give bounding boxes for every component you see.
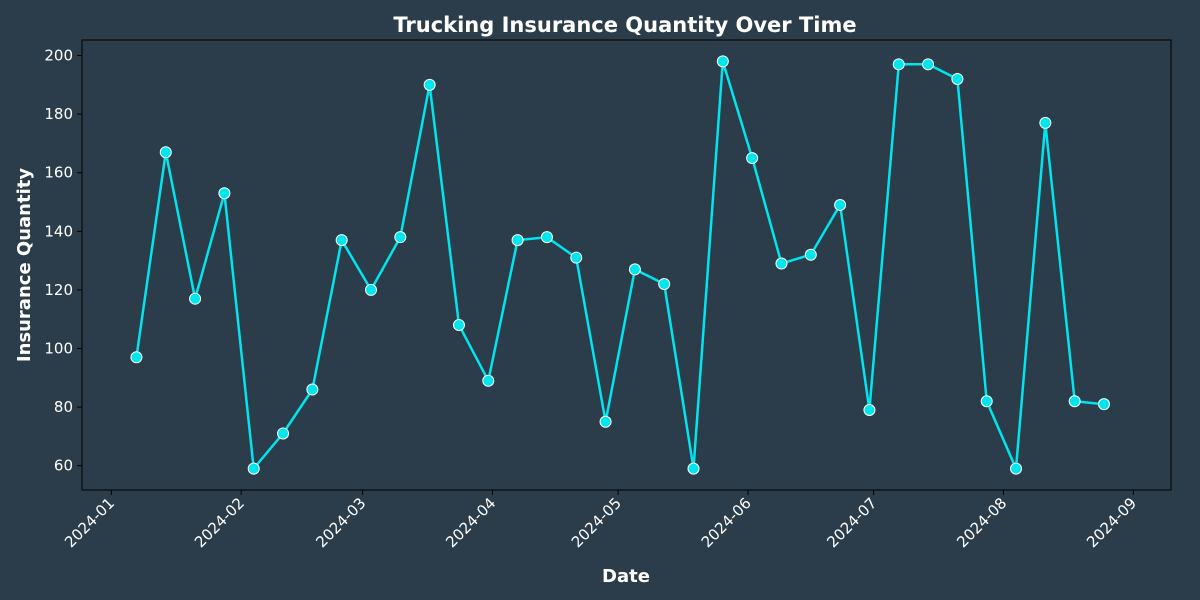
data-point — [511, 234, 524, 247]
data-point — [716, 55, 729, 68]
data-point — [980, 395, 993, 408]
data-point — [130, 351, 143, 364]
data-point — [277, 427, 290, 440]
y-tick-label: 160 — [44, 164, 73, 182]
series-group — [130, 55, 1110, 475]
data-point — [570, 251, 583, 264]
data-point — [306, 383, 319, 396]
plot-frame — [81, 39, 1172, 491]
y-tick-label: 60 — [54, 457, 73, 475]
data-point — [775, 257, 788, 270]
data-point — [159, 146, 172, 159]
data-point — [892, 58, 905, 71]
x-tick-label: 2024-09 — [1083, 494, 1140, 551]
y-axis-ticks: 60 80 100 120 140 160 180 200 — [44, 47, 82, 475]
x-axis-label: Date — [602, 566, 650, 587]
y-tick-label: 180 — [44, 105, 73, 123]
data-point — [658, 278, 671, 291]
data-point — [218, 187, 231, 200]
x-tick-label: 2024-06 — [698, 494, 755, 551]
data-point — [452, 319, 465, 332]
data-point — [1097, 398, 1110, 411]
data-point — [1010, 462, 1023, 475]
data-point — [863, 404, 876, 417]
data-point — [1039, 116, 1052, 129]
data-point — [482, 374, 495, 387]
y-tick-label: 140 — [44, 222, 73, 240]
series-line — [135, 60, 1105, 470]
data-point — [423, 78, 436, 91]
x-tick-label: 2024-02 — [191, 494, 248, 551]
data-point — [804, 248, 817, 261]
data-point — [335, 234, 348, 247]
x-tick-label: 2024-01 — [61, 494, 118, 551]
y-tick-label: 100 — [44, 339, 73, 357]
data-point — [247, 462, 260, 475]
data-point — [365, 283, 378, 296]
y-axis-label: Insurance Quantity — [14, 168, 35, 362]
data-point — [746, 152, 759, 165]
chart-title: Trucking Insurance Quantity Over Time — [393, 13, 856, 37]
data-point — [1068, 395, 1081, 408]
data-point — [540, 231, 553, 244]
x-tick-label: 2024-04 — [442, 494, 499, 551]
x-tick-label: 2024-03 — [312, 494, 369, 551]
data-point — [687, 462, 700, 475]
data-point — [628, 263, 641, 276]
plot-area — [82, 40, 1171, 490]
data-point — [922, 58, 935, 71]
data-point — [834, 198, 847, 211]
data-point — [951, 72, 964, 85]
data-point — [394, 231, 407, 244]
data-point — [599, 415, 612, 428]
y-tick-label: 80 — [54, 398, 73, 416]
data-point — [189, 292, 202, 305]
y-tick-label: 120 — [44, 281, 73, 299]
x-axis-ticks: 2024-01 2024-02 2024-03 2024-04 2024-05 2024-… — [61, 490, 1140, 551]
x-tick-label: 2024-05 — [568, 494, 625, 551]
x-tick-label: 2024-08 — [953, 494, 1010, 551]
x-tick-label: 2024-07 — [823, 494, 880, 551]
y-tick-label: 200 — [44, 47, 73, 65]
